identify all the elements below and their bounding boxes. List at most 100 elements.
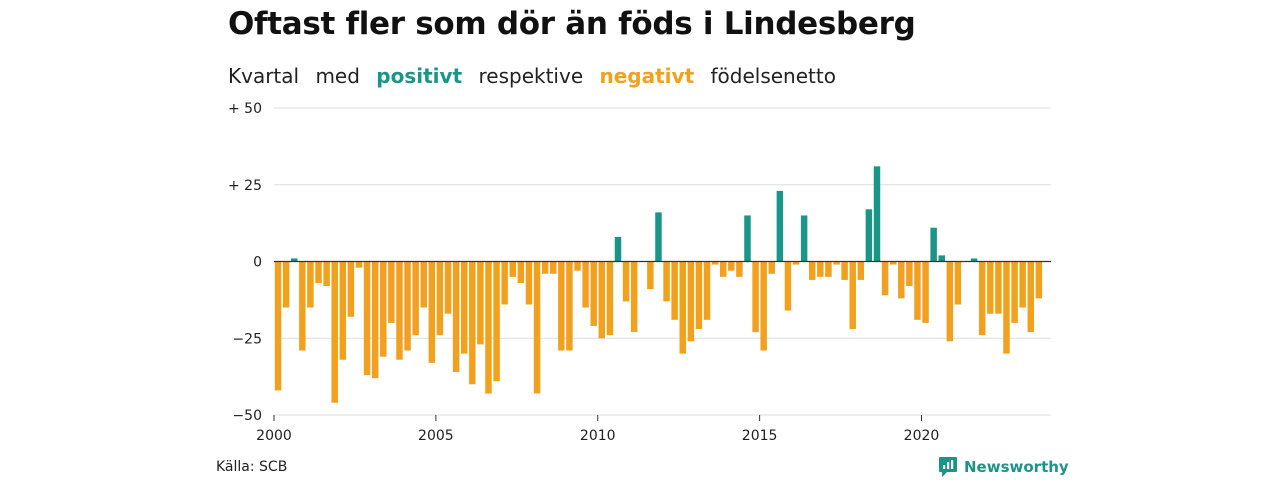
bar-positive <box>776 190 784 262</box>
bar-negative <box>606 261 614 336</box>
bar-negative <box>671 261 678 320</box>
bar-negative <box>566 261 573 351</box>
bar-negative <box>736 261 743 277</box>
bar-negative <box>711 261 719 265</box>
bar-negative <box>404 261 411 351</box>
x-tick-label: 2015 <box>742 428 778 444</box>
bar-negative <box>914 261 921 320</box>
bar-positive <box>873 166 881 262</box>
bar-negative <box>436 261 444 336</box>
y-tick-label: + 25 <box>228 178 262 194</box>
bar-negative <box>477 261 484 345</box>
bar-negative <box>622 261 630 302</box>
bar-negative <box>420 261 427 308</box>
brand-logo: Newsworthy <box>938 456 1069 478</box>
bar-negative <box>371 261 379 379</box>
bar-negative <box>1027 261 1035 333</box>
bar-negative <box>630 261 638 333</box>
bar-negative <box>898 261 905 299</box>
axes: + 50 + 25 0 −25 −50 2000 2005 2010 2015 2020 <box>228 101 1051 444</box>
bar-positive <box>800 215 808 262</box>
bar-negative <box>282 261 290 308</box>
bar-negative <box>444 261 452 314</box>
bar-negative <box>647 261 654 290</box>
bar-negative <box>299 261 306 351</box>
subtitle-word-respektive: respektive <box>478 64 584 88</box>
legend-positive: positivt <box>376 64 463 88</box>
bar-negative <box>541 261 549 274</box>
bar-negative <box>525 261 533 305</box>
bar-negative <box>598 261 606 339</box>
bar-negative <box>719 261 727 277</box>
bar-negative <box>841 261 848 280</box>
bar-positive <box>291 258 298 262</box>
bar-positive <box>930 227 937 262</box>
bar-negative <box>550 261 557 274</box>
bar-negative <box>857 261 865 280</box>
x-tick-label: 2010 <box>580 428 616 444</box>
bar-negative <box>355 261 363 268</box>
bar-negative <box>323 261 330 287</box>
bar-negative <box>388 261 395 323</box>
bar-positive <box>865 209 873 262</box>
legend-negative: negativt <box>599 64 695 88</box>
bar-negative <box>1011 261 1018 323</box>
x-tick-label: 2020 <box>904 428 940 444</box>
chart-title: Oftast fler som dör än föds i Lindesberg <box>228 6 916 42</box>
bar-negative <box>339 261 347 360</box>
bar-negative <box>517 261 525 283</box>
bar-negative <box>825 261 832 277</box>
bar-negative <box>509 261 517 277</box>
bar-negative <box>687 261 695 342</box>
bars <box>274 166 1043 403</box>
bar-negative <box>428 261 436 363</box>
bar-negative <box>784 261 792 311</box>
chart-subtitle: Kvartal med positivt respektive negativt… <box>228 64 846 88</box>
bar-negative <box>833 261 840 265</box>
bar-negative <box>752 261 759 333</box>
brand-name: Newsworthy <box>964 458 1069 476</box>
bar-negative <box>809 261 816 280</box>
x-tick-label: 2005 <box>418 428 454 444</box>
bar-negative <box>533 261 541 394</box>
bar-negative <box>331 261 338 403</box>
bar-negative <box>582 261 589 308</box>
bar-negative <box>679 261 686 354</box>
bar-negative <box>817 261 824 277</box>
bar-negative <box>1003 261 1010 354</box>
source-note: Källa: SCB <box>216 459 288 475</box>
bar-negative <box>469 261 476 385</box>
bar-negative <box>922 261 929 323</box>
newsworthy-logo-icon <box>939 457 957 477</box>
bar-positive <box>744 215 751 262</box>
bar-negative <box>574 261 581 271</box>
bar-negative <box>1035 261 1043 299</box>
bar-negative <box>1019 261 1026 308</box>
bar-negative <box>906 261 913 287</box>
bar-negative <box>889 261 897 265</box>
bar-negative <box>452 261 460 373</box>
y-tick-label: −25 <box>232 331 262 347</box>
bar-negative <box>987 261 994 314</box>
y-tick-label: −50 <box>232 408 262 424</box>
y-tick-label: + 50 <box>228 101 262 117</box>
bar-negative <box>315 261 322 283</box>
bar-negative <box>663 261 670 302</box>
bar-negative <box>946 261 954 342</box>
bar-negative <box>703 261 711 320</box>
bar-negative <box>849 261 856 330</box>
bar-negative <box>768 261 776 274</box>
bar-negative <box>363 261 371 376</box>
bar-negative <box>954 261 962 305</box>
bar-negative <box>995 261 1002 314</box>
bar-negative <box>760 261 767 351</box>
bar-negative <box>590 261 597 326</box>
bar-negative <box>881 261 889 296</box>
bar-negative <box>493 261 500 382</box>
bar-negative <box>274 261 282 391</box>
bar-positive <box>970 258 978 262</box>
bar-negative <box>978 261 986 336</box>
bar-negative <box>501 261 508 305</box>
x-tick-label: 2000 <box>256 428 292 444</box>
